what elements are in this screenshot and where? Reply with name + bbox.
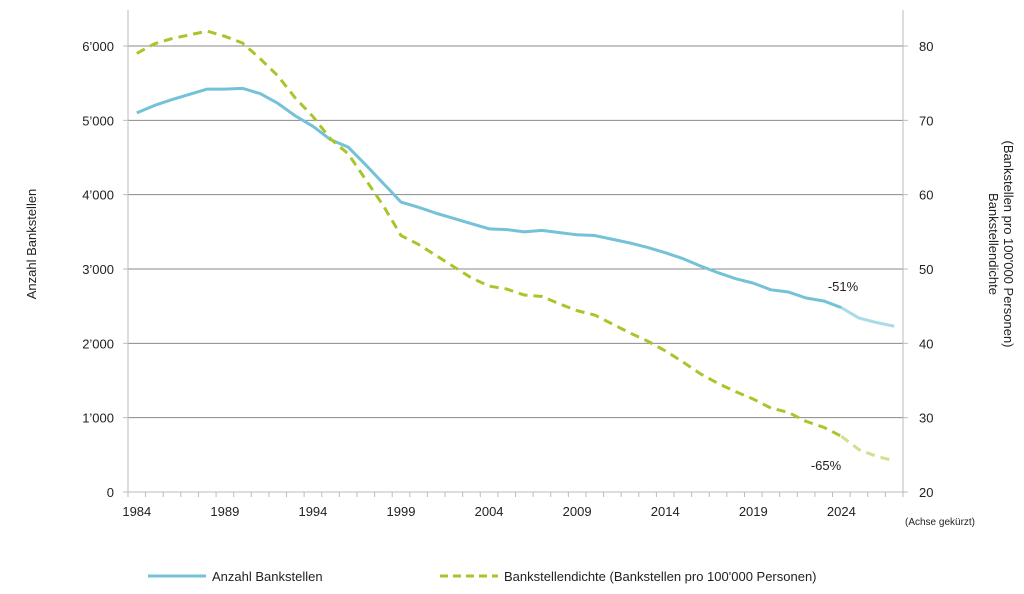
series-projection-1	[840, 435, 895, 463]
x-tick-label: 1984	[122, 504, 151, 519]
legend-label-green: Bankstellendichte (Bankstellen pro 100'0…	[504, 569, 817, 584]
y2-tick-label: 70	[919, 113, 933, 128]
x-tick-label: 2009	[563, 504, 592, 519]
y-tick-label: 3’000	[82, 262, 114, 277]
series-line-0	[136, 86, 842, 310]
legend: Anzahl Bankstellen Bankstellendichte (Ba…	[148, 569, 817, 584]
x-tick-label: 1989	[210, 504, 239, 519]
y2-tick-label: 60	[919, 188, 933, 203]
y-tick-label: 6’000	[82, 39, 114, 54]
y2-tick-label: 30	[919, 411, 933, 426]
y-tick-label: 1’000	[82, 411, 114, 426]
x-tick-label: 1999	[387, 504, 416, 519]
gridlines	[128, 45, 903, 419]
series-projection-0	[840, 306, 895, 328]
y-axis-title-right-2: (Bankstellen pro 100'000 Personen)	[1001, 140, 1016, 347]
y-axis-title-right-1: Bankstellendichte	[986, 193, 1001, 295]
y2-tick-label: 40	[919, 336, 933, 351]
y-tick-label: 2’000	[82, 336, 114, 351]
x-tick-label: 2014	[651, 504, 680, 519]
tick-labels: 0 20 1’000 30 2’000 40 3’000 50 4’000 60 5’000 70 6’…	[82, 39, 933, 519]
axis-note: (Achse gekürzt)	[905, 517, 975, 528]
x-tick-label: 2004	[475, 504, 504, 519]
x-tick-label: 2024	[827, 504, 856, 519]
x-tick-label: 2019	[739, 504, 768, 519]
annotation-green: -65%	[811, 458, 842, 473]
y2-tick-label: 80	[919, 39, 933, 54]
series-lines	[136, 29, 895, 463]
axes	[123, 10, 908, 497]
y2-tick-label: 50	[919, 262, 933, 277]
y-tick-label: 0	[107, 485, 114, 500]
annotation-blue: -51%	[828, 279, 859, 294]
legend-label-blue: Anzahl Bankstellen	[212, 569, 323, 584]
x-tick-label: 1994	[298, 504, 327, 519]
y-tick-label: 5’000	[82, 113, 114, 128]
y2-tick-label: 20	[919, 485, 933, 500]
y-axis-title-left: Anzahl Bankstellen	[24, 189, 39, 300]
y-tick-label: 4’000	[82, 188, 114, 203]
series-line-1	[136, 29, 843, 438]
